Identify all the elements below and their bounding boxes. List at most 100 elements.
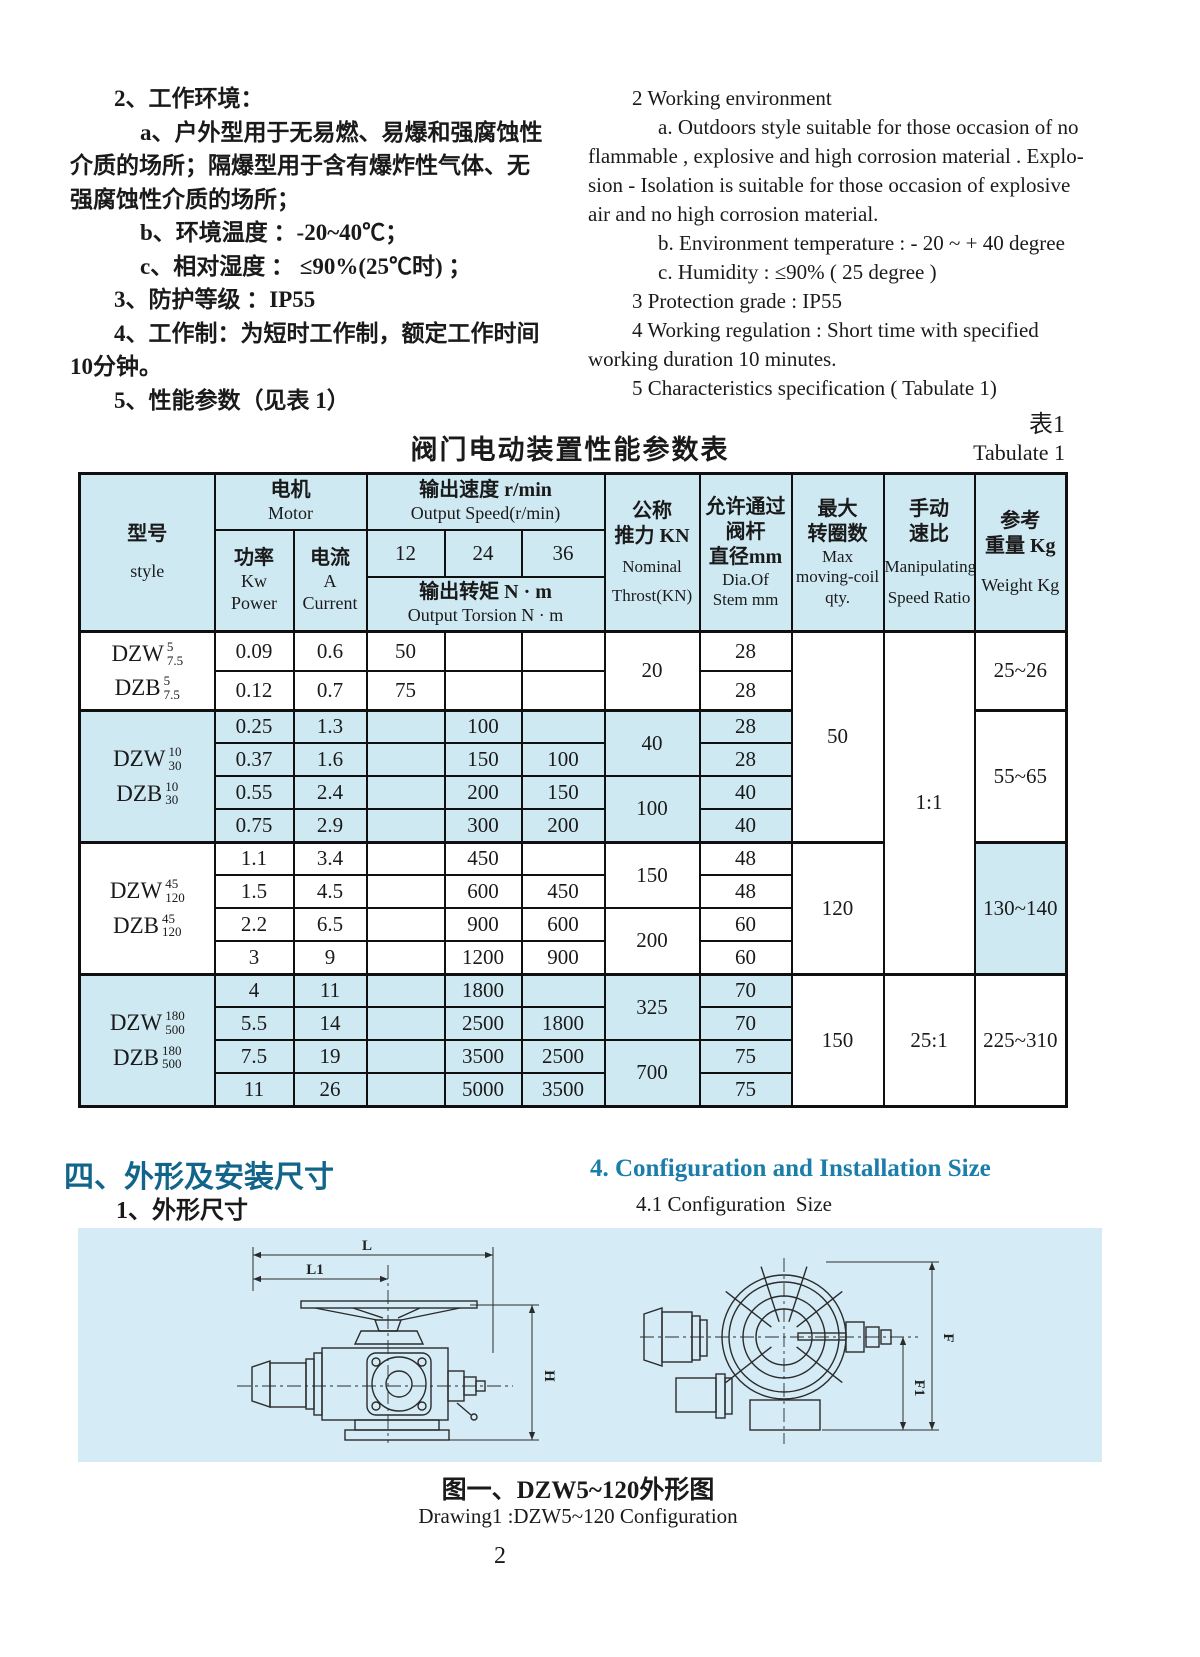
cell-speed-24: 600 [443,874,523,910]
cell-speed-24: 100 [443,708,523,745]
cell-thrust: 325 [603,972,701,1042]
col-header-weight: 参考 重量 Kg Weight Kg [973,472,1068,633]
cell-speed-36: 3500 [520,1072,606,1108]
cell-speed-12: 75 [365,669,446,712]
cell-thrust: 40 [603,708,701,778]
cell-stem: 40 [698,775,793,811]
cell-speed-24: 450 [443,840,523,877]
cell-thrust: 100 [603,775,701,844]
cell-speed-24: 5000 [443,1072,523,1108]
intro-zh-line: b、环境温度 ：-20~40℃； [140,220,409,245]
intro-en-line: c. Humidity : ≤90% ( 25 degree ) [658,260,937,284]
cell-power: 3 [213,940,295,976]
cell-current: 4.5 [292,874,368,910]
cell-speed-12: 50 [365,629,446,672]
model-cell: DZW 45 120 DZB 45 120 [78,840,216,976]
cell-speed-24: 900 [443,907,523,943]
cell-current: 9 [292,940,368,976]
table-row: 5.5 14 2500 1800 70 [80,1006,1067,1042]
cell-speed-12 [365,742,446,778]
col-header-thrust: 公称 推力 KN Nominal Throst(KN) [603,472,701,633]
intro-en-line: 5 Characteristics specification ( Tabula… [632,376,997,400]
intro-en: 2 Working environment a. Outdoors style s… [588,84,1113,403]
col-header-speed-zh: 输出速度 r/min [419,479,552,502]
col-header-motor: 电机 Motor [213,472,368,531]
cell-speed-12 [365,775,446,811]
cell-speed-36: 100 [520,742,606,778]
model-designation: DZW 45 120 [109,876,185,905]
cell-speed-24 [443,669,523,712]
intro-zh-line: 5、性能参数（见表 1） [114,387,350,413]
intro-en-line: a. Outdoors style suitable for those occ… [658,115,1079,139]
col-header-qty: 最大 转圈数 Max moving-coil qty. [790,472,885,633]
intro-zh-line: 4、工作制：为短时工作制，额定工作时间 [114,320,540,346]
table-row: 0.37 1.6 150 100 28 [80,742,1067,778]
dim-label-F: F [940,1333,956,1342]
intro-zh-line: 介质的场所；隔爆型用于含有爆炸性气体、无 [70,153,530,178]
cell-speed-ratio: 25:1 [882,972,976,1108]
cell-current: 1.6 [292,742,368,778]
dim-label-H: H [541,1370,557,1382]
cell-speed-12 [365,1006,446,1042]
cell-stem: 60 [698,940,793,976]
cell-power: 5.5 [213,1006,295,1042]
table-row: 2.2 6.5 900 600 200 60 [80,907,1067,976]
intro-zh-line: 强腐蚀性介质的场所； [70,186,300,212]
model-designation: DZW 180 500 [109,1008,185,1037]
intro-zh-line: 2、工作环境： [114,86,264,111]
col-header-speed-36: 36 [520,528,606,578]
cell-weight: 55~65 [973,708,1068,844]
cell-current: 11 [292,972,368,1009]
cell-stem: 28 [698,708,793,745]
cell-stem: 48 [698,874,793,910]
cell-power: 7.5 [213,1039,295,1075]
col-header-motor-en: Motor [268,503,313,524]
cell-power: 0.25 [213,708,295,745]
cell-current: 19 [292,1039,368,1075]
cell-speed-24: 300 [443,808,523,844]
col-header-motor-zh: 电机 [270,479,311,502]
intro-en-line: air and no high corrosion material. [588,202,879,226]
dim-label-L: L [362,1238,372,1254]
table-row: DZW 10 30 DZB 10 30 0.25 1.3 100 40 28 55~65 [78,708,1068,844]
cell-power: 0.09 [213,629,295,672]
cell-current: 0.7 [292,669,368,712]
col-header-speed: 输出速度 r/min Output Speed(r/min) [365,472,606,531]
cell-speed-24: 2500 [443,1006,523,1042]
model-designation: DZB 10 30 [116,778,179,808]
cell-current: 26 [292,1072,368,1108]
cell-speed-12 [365,840,446,877]
cell-speed-12 [365,907,446,943]
cell-power: 1.1 [213,840,295,877]
dim-label-L1: L1 [306,1262,324,1278]
cell-speed-12 [365,940,446,976]
cell-speed-12 [365,1039,446,1075]
cell-stem: 70 [698,1006,793,1042]
table-row: 11 26 5000 3500 75 [80,1072,1067,1108]
cell-current: 0.6 [292,629,368,672]
cell-speed-36: 2500 [520,1039,606,1075]
table-row: DZW 5 7.5 DZB 5 7.5 0.09 0.6 50 20 28 50 1:1 25~26 [78,629,1068,976]
cell-speed-36: 450 [520,874,606,910]
cell-weight: 225~310 [973,972,1068,1108]
cell-power: 0.12 [213,669,295,712]
cell-speed-ratio: 1:1 [882,630,976,976]
cell-power: 11 [213,1072,295,1108]
cell-speed-24: 150 [443,742,523,778]
cell-speed-36: 600 [520,907,606,943]
cell-speed-24 [443,629,523,672]
cell-stem: 70 [698,972,793,1009]
cell-speed-36 [520,840,606,877]
model-designation: DZW 5 7.5 [111,639,184,668]
intro-zh-line: a、户外型用于无易燃、易爆和强腐蚀性 [140,119,543,145]
col-header-torsion: 输出转矩 N · m Output Torsion N · m [365,575,606,633]
col-header-current: 电流 A Current [292,528,368,633]
model-designation: DZB 180 500 [113,1042,182,1072]
cell-speed-36: 1800 [520,1006,606,1042]
dim-label-F1: F1 [911,1380,927,1397]
cell-weight: 25~26 [973,630,1068,712]
cell-speed-36 [520,708,606,745]
table-row: 3 9 1200 900 60 [80,940,1067,976]
cell-thrust: 20 [603,630,701,712]
col-header-ratio: 手动 速比 Manipulating Speed Ratio [882,472,976,633]
